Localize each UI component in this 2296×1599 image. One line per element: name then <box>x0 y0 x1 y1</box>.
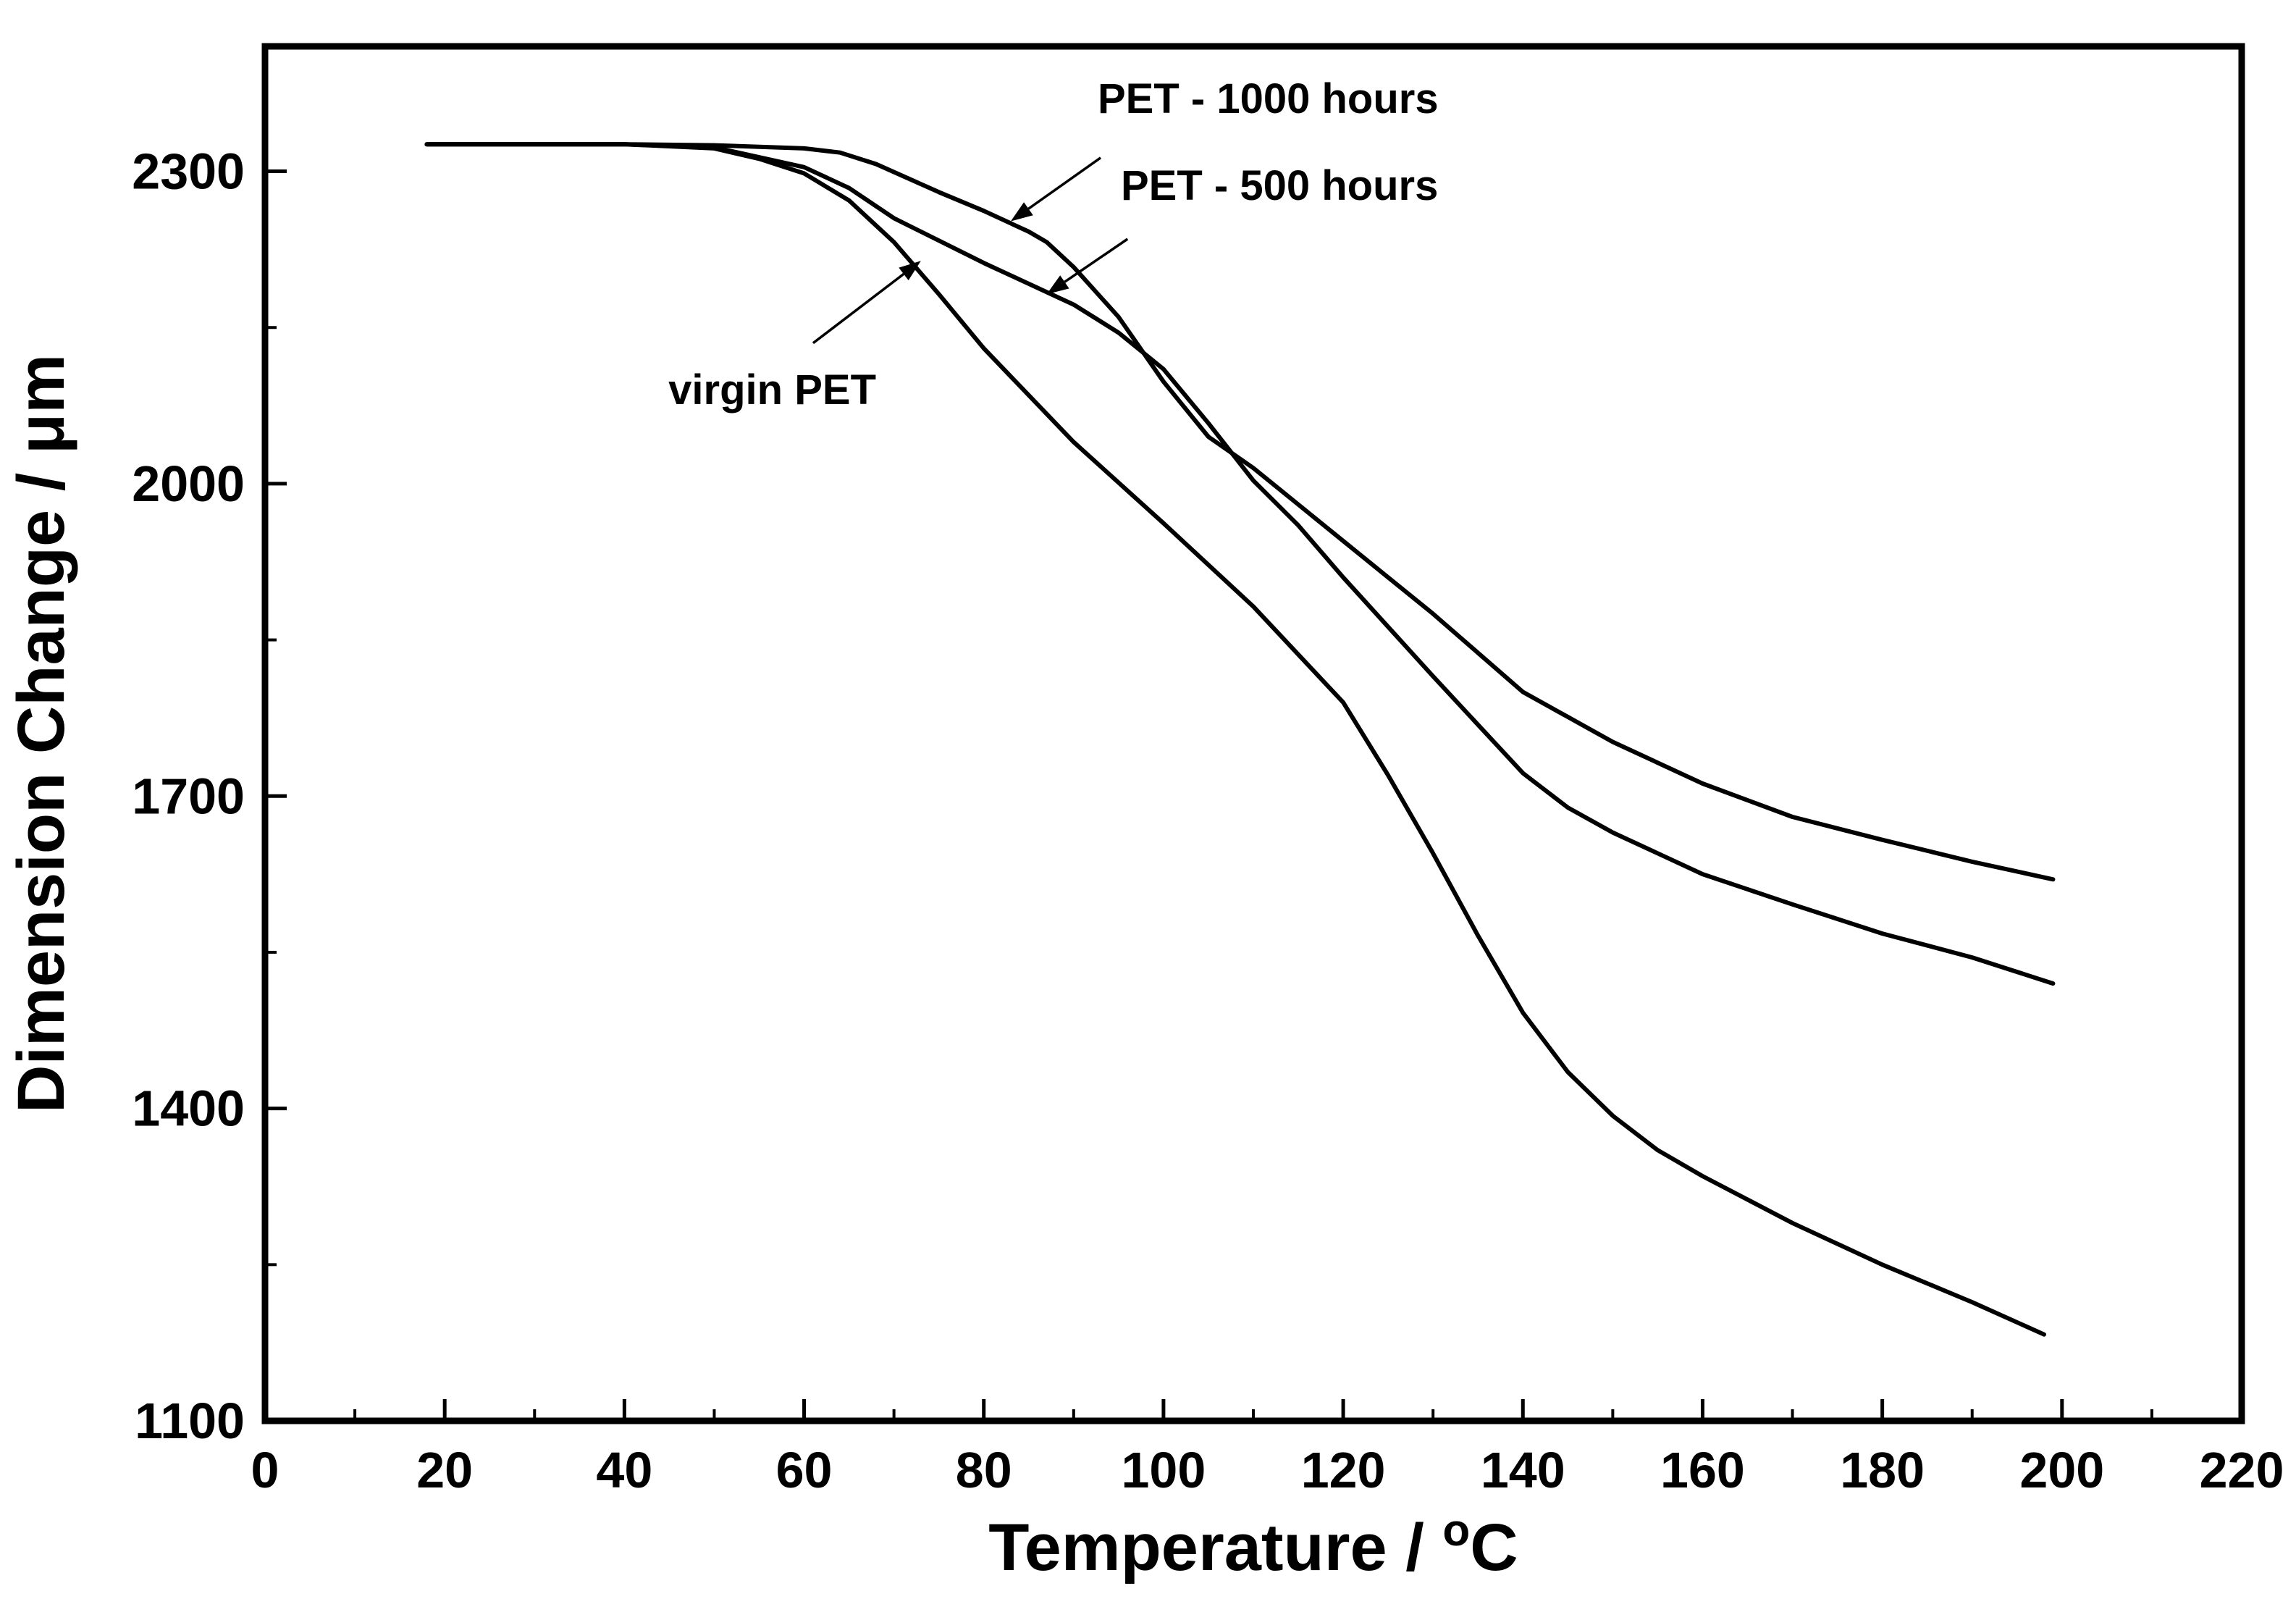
series-line-3 <box>424 142 2056 882</box>
x-tick-label: 140 <box>1481 1442 1565 1498</box>
plot-frame <box>261 43 2245 1424</box>
x-tick-label: 220 <box>2200 1442 2284 1498</box>
annotation-arrowhead <box>1010 202 1033 222</box>
annotation-arrowhead <box>1046 275 1069 295</box>
x-tick-label: 0 <box>251 1442 279 1498</box>
y-tick-label: 1100 <box>135 1393 245 1449</box>
annotation-arrow-line <box>1064 238 1129 283</box>
series-line-2 <box>424 142 2056 986</box>
annotation-label: PET - 1000 hours <box>1098 75 1439 122</box>
x-axis-title-text: Temperature / <box>988 1511 1442 1585</box>
y-tick-label: 2300 <box>132 143 245 200</box>
y-tick-label: 1400 <box>132 1080 245 1137</box>
series-line-1 <box>424 142 2046 1337</box>
x-tick-label: 40 <box>596 1442 652 1498</box>
x-axis-title-superscript: o <box>1442 1506 1470 1556</box>
annotation-arrow-line <box>812 273 905 345</box>
x-tick-label: 180 <box>1840 1442 1925 1498</box>
y-axis-title: Dimension Change / μm <box>4 354 78 1113</box>
x-tick-label: 200 <box>2019 1442 2104 1498</box>
x-tick-label: 160 <box>1660 1442 1745 1498</box>
x-axis-title: Temperature / oC <box>988 1506 1518 1585</box>
y-tick-label: 1700 <box>132 768 245 824</box>
annotation-label: PET - 500 hours <box>1121 162 1438 209</box>
annotation-arrow-line <box>1027 156 1102 210</box>
x-tick-label: 60 <box>776 1442 833 1498</box>
x-axis-title-unit: C <box>1470 1511 1518 1585</box>
y-tick-label: 2000 <box>132 456 245 512</box>
annotation-label: virgin PET <box>668 366 876 414</box>
x-tick-label: 20 <box>416 1442 473 1498</box>
x-tick-label: 120 <box>1301 1442 1386 1498</box>
x-tick-label: 80 <box>956 1442 1012 1498</box>
x-tick-label: 100 <box>1122 1442 1206 1498</box>
annotation-arrowhead <box>899 261 921 281</box>
